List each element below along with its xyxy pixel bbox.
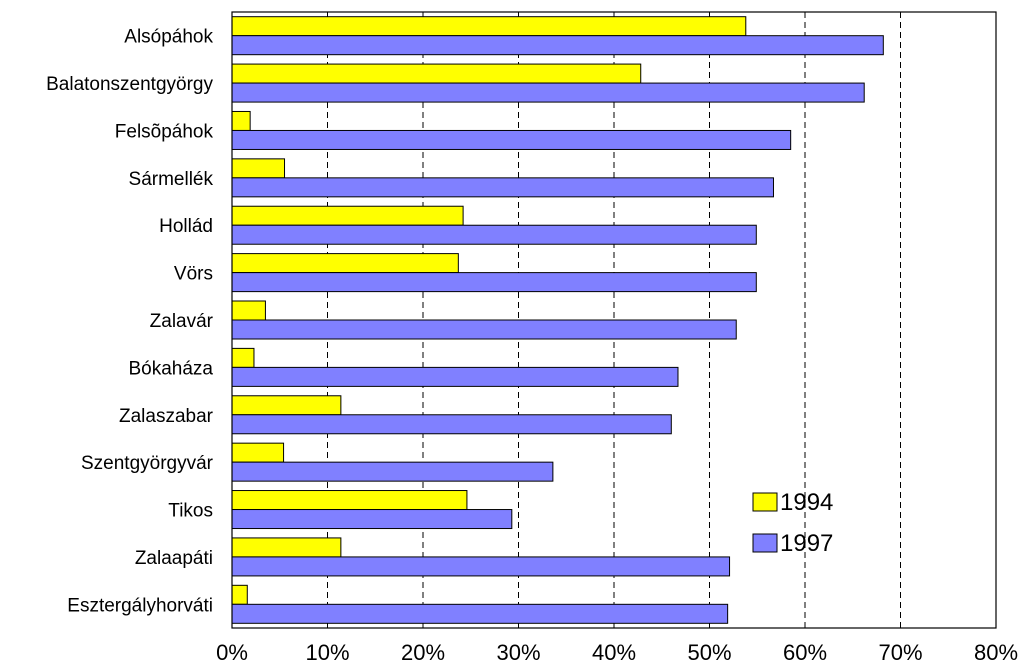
category-labels: Alsópáhok Balatonszentgyörgy Felsõpáhok Sár… [46, 27, 214, 617]
x-tick-label: 50% [687, 640, 731, 665]
bar-1997-4 [231, 224, 757, 245]
bar-1997-10 [231, 509, 513, 530]
category-label: Zalaszabar [119, 406, 214, 427]
category-label: Bókaháza [128, 358, 213, 379]
bar-1994-6 [231, 300, 266, 321]
bar-1994-9 [231, 442, 285, 463]
x-tick-label: 70% [878, 640, 922, 665]
legend-label-1997: 1997 [780, 530, 833, 557]
bar-1994-5 [231, 253, 459, 274]
bar-1994-11 [231, 537, 342, 558]
category-label: Tikos [168, 501, 213, 522]
bar-1994-12 [231, 584, 248, 605]
bar-1994-10 [231, 490, 468, 511]
bar-1994-8 [231, 395, 342, 416]
x-tick-label: 0% [216, 640, 248, 665]
bar-1994-1 [231, 63, 642, 84]
bar-1997-0 [231, 35, 884, 56]
legend-swatch-1997 [752, 533, 778, 553]
legend: 1994 1997 [752, 489, 833, 557]
x-tick-label: 40% [592, 640, 636, 665]
bar-1997-8 [231, 414, 672, 435]
category-label: Vörs [174, 264, 213, 285]
bar-1994-0 [231, 16, 747, 37]
category-label: Alsópáhok [124, 27, 213, 48]
bar-1997-6 [231, 319, 737, 340]
bar-1994-7 [231, 347, 255, 368]
category-label: Balatonszentgyörgy [46, 74, 213, 95]
bar-1994-4 [231, 205, 464, 226]
category-label: Sármellék [129, 169, 214, 190]
plot-frame [231, 11, 997, 629]
bar-1997-5 [231, 272, 757, 293]
legend-swatch-1994 [752, 492, 778, 512]
bar-1997-2 [231, 129, 792, 150]
x-tick-label: 80% [974, 640, 1018, 665]
category-label: Zalaapáti [135, 548, 213, 569]
category-label: Szentgyörgyvár [81, 453, 214, 474]
category-label: Felsõpáhok [115, 121, 214, 142]
bar-1997-7 [231, 366, 679, 387]
bars [231, 16, 884, 624]
legend-label-1994: 1994 [780, 489, 833, 516]
category-label: Zalavár [150, 311, 214, 332]
bar-1994-2 [231, 110, 251, 131]
x-tick-label: 30% [496, 640, 540, 665]
bar-1994-3 [231, 158, 286, 179]
bar-1997-1 [231, 82, 865, 103]
x-tick-label: 10% [305, 640, 349, 665]
category-label: Esztergályhorváti [67, 595, 213, 616]
category-label: Hollád [159, 216, 213, 237]
x-tick-labels: 0% 10% 20% 30% 40% 50% 60% 70% 80% [216, 640, 1018, 665]
x-tick-label: 20% [401, 640, 445, 665]
bar-1997-11 [231, 556, 731, 577]
bar-1997-3 [231, 177, 774, 198]
bar-1997-9 [231, 461, 554, 482]
bar-1997-12 [231, 603, 729, 624]
x-tick-label: 60% [783, 640, 827, 665]
